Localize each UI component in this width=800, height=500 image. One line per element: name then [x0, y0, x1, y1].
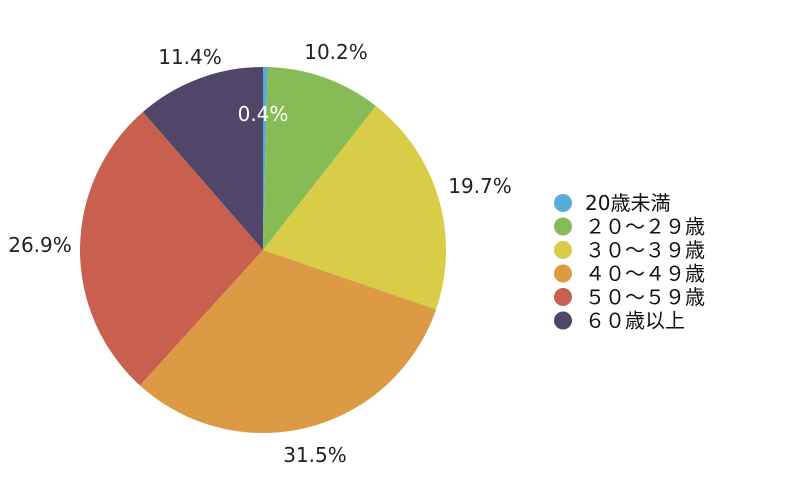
data-label-3: 19.7%: [448, 174, 512, 198]
data-label-2: 10.2%: [304, 40, 368, 64]
data-label-1: 0.4%: [238, 102, 289, 126]
data-label-5: 26.9%: [8, 233, 72, 257]
pie-slice-4: [139, 250, 437, 433]
pie-slice-5: [79, 111, 263, 386]
pie-slice-6: [142, 67, 263, 250]
legend-label-2: ２０～２９歳: [585, 215, 705, 239]
legend-marker-6: [554, 311, 572, 330]
pie-data-labels: 0.4% 10.2% 19.7% 31.5% 26.9% 11.4%: [8, 40, 512, 467]
legend-marker-4: [554, 264, 572, 283]
legend-marker-5: [554, 288, 572, 306]
legend-marker-2: [554, 217, 572, 236]
pie-slices: [79, 67, 446, 433]
legend-label-3: ３０～３９歳: [585, 238, 705, 262]
pie-slice-1: [263, 67, 268, 250]
legend-marker-3: [554, 241, 572, 259]
legend-label-4: ４０～４９歳: [585, 262, 705, 286]
legend-label-5: ５０～５９歳: [585, 285, 705, 309]
data-label-6: 11.4%: [158, 45, 222, 69]
legend-label-1: 20歳未満: [585, 191, 670, 215]
pie-slice-2: [263, 67, 376, 250]
legend-label-6: ６０歳以上: [585, 309, 685, 333]
legend-marker-1: [554, 194, 572, 212]
pie-slice-3: [263, 106, 446, 310]
data-label-4: 31.5%: [283, 443, 347, 467]
